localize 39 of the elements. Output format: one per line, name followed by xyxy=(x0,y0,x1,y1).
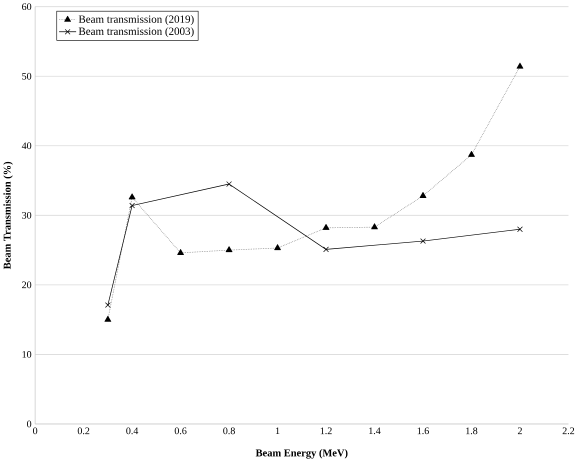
x-tick-label: 0.6 xyxy=(174,427,187,434)
y-tick-label: 40 xyxy=(22,142,32,150)
x-tick-label: 1.4 xyxy=(369,427,381,434)
point xyxy=(323,246,329,252)
x-tick-label: 1.2 xyxy=(320,428,332,434)
y-tick-label: 50 xyxy=(22,72,32,80)
legend-label: Beam transmission (2019) xyxy=(78,15,194,26)
x-tick-label: 0.2 xyxy=(78,427,90,434)
point xyxy=(322,224,330,230)
x-tick-label: 2 xyxy=(518,428,522,434)
point xyxy=(129,202,135,208)
x-tick-label: 0 xyxy=(33,427,38,434)
point xyxy=(517,226,523,232)
point xyxy=(420,238,426,244)
x-tick-label: 1.8 xyxy=(466,427,478,434)
x-axis-title: Beam Energy (MeV) xyxy=(256,449,348,459)
y-tick-label: 0 xyxy=(27,420,32,428)
y-axis-title: Beam Transmission (%) xyxy=(3,162,13,270)
point xyxy=(226,181,232,187)
x-tick-label: 1.6 xyxy=(418,428,429,434)
x-tick-label: 0.8 xyxy=(223,427,235,434)
point xyxy=(468,150,475,157)
point xyxy=(371,223,378,230)
x-tick-label: 0.4 xyxy=(126,427,138,434)
y-tick-label: 30 xyxy=(22,212,32,219)
point xyxy=(104,316,112,322)
y-tick-label: 10 xyxy=(22,351,32,358)
point xyxy=(226,246,232,252)
y-tick-label: 20 xyxy=(22,282,32,288)
legend-label: Beam transmission (2003) xyxy=(78,27,194,38)
point xyxy=(105,302,111,308)
point xyxy=(274,244,281,250)
point xyxy=(177,249,184,255)
x-tick-label: 2.2 xyxy=(562,428,574,434)
point xyxy=(420,192,426,198)
x-tick-label: 1 xyxy=(276,427,280,434)
point xyxy=(128,193,136,200)
point xyxy=(516,62,524,69)
y-tick-label: 60 xyxy=(22,3,32,10)
